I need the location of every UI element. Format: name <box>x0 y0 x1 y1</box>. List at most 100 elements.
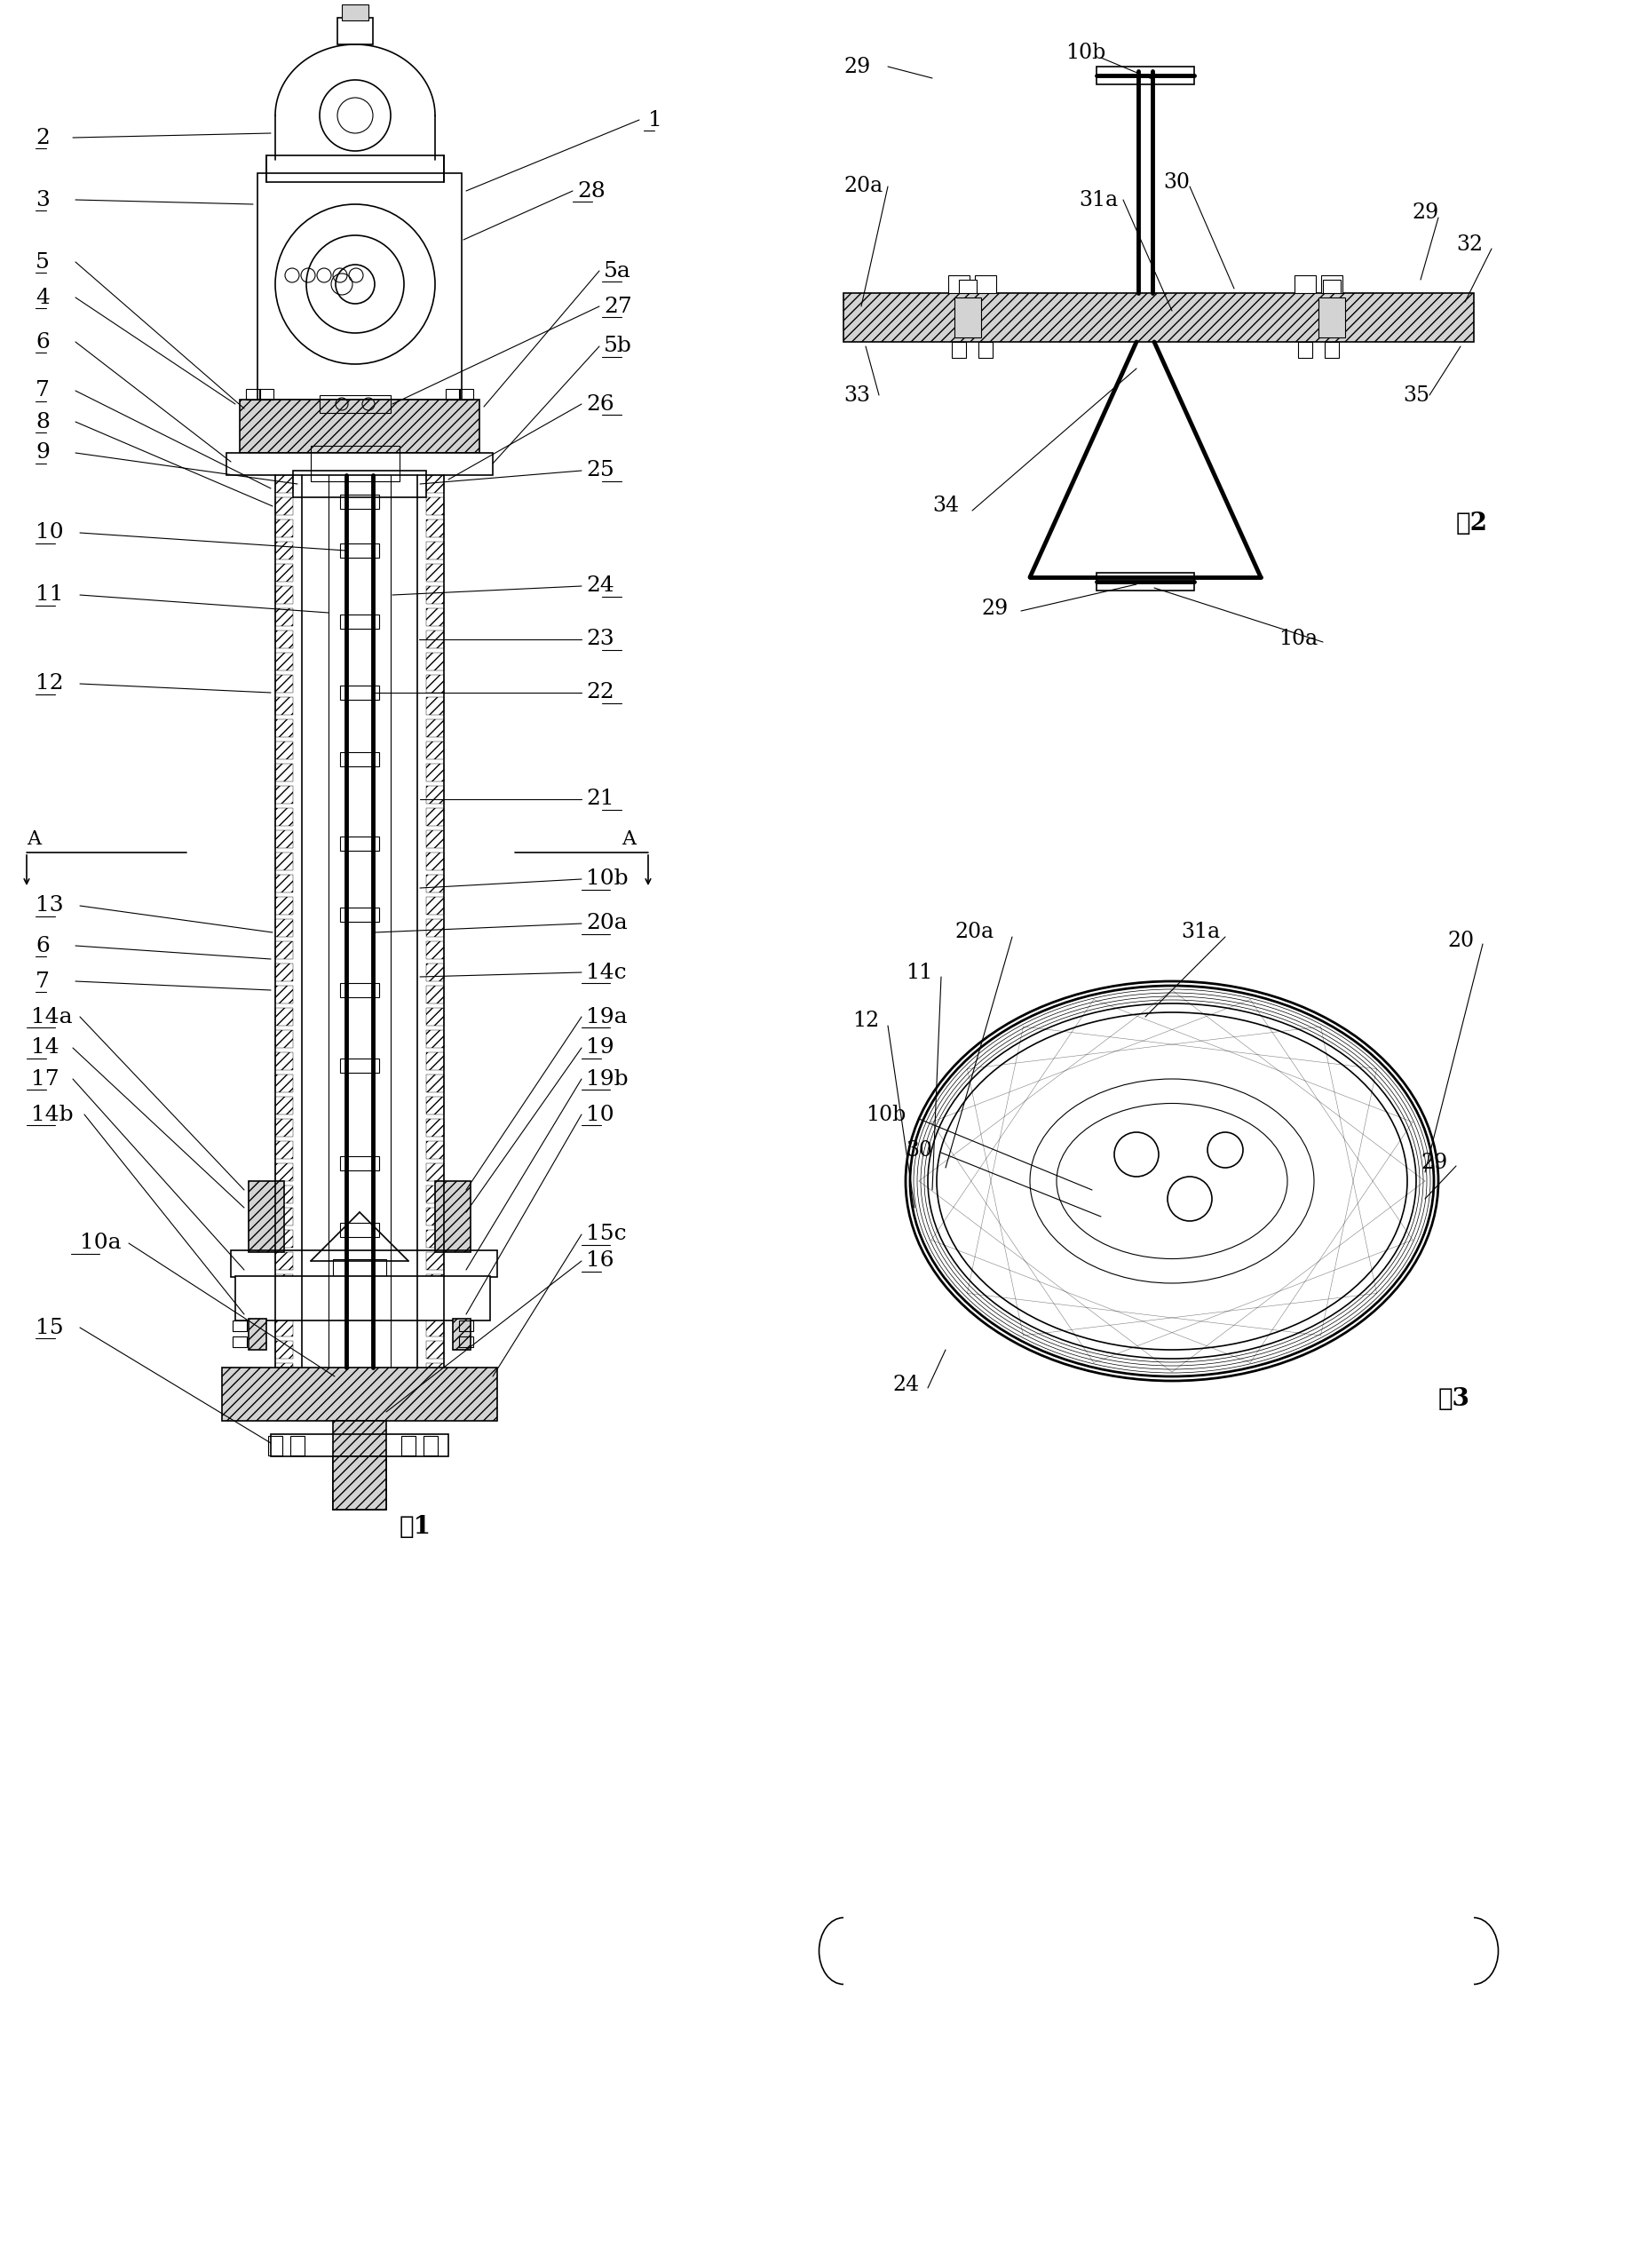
Bar <box>246 388 259 399</box>
Bar <box>1298 342 1313 358</box>
Text: 27: 27 <box>603 297 631 318</box>
Bar <box>276 542 294 560</box>
Bar <box>276 653 294 671</box>
Bar <box>271 1433 449 1456</box>
Bar <box>959 279 977 293</box>
Text: A: A <box>26 830 41 848</box>
Bar <box>426 1340 444 1359</box>
Text: 3: 3 <box>36 191 49 211</box>
Bar <box>426 1118 444 1136</box>
Bar <box>276 964 294 982</box>
Bar <box>458 1336 473 1347</box>
Bar <box>276 1186 294 1204</box>
Bar <box>276 1229 294 1247</box>
Bar <box>276 1075 294 1093</box>
Bar <box>948 274 969 293</box>
Text: 20a: 20a <box>586 914 628 934</box>
Bar <box>312 447 400 481</box>
Text: 23: 23 <box>586 628 615 649</box>
Text: 30: 30 <box>1163 172 1189 193</box>
Text: 图2: 图2 <box>1456 513 1487 535</box>
Bar <box>339 1157 378 1170</box>
Bar <box>276 1052 294 1070</box>
Bar <box>258 172 462 399</box>
Bar <box>975 274 997 293</box>
Bar <box>426 1318 444 1336</box>
Bar <box>290 1436 305 1456</box>
Text: 16: 16 <box>586 1250 613 1270</box>
Bar <box>276 1007 294 1025</box>
Bar <box>426 896 444 914</box>
Bar <box>339 685 378 701</box>
Bar <box>276 941 294 959</box>
Bar <box>294 472 426 497</box>
Text: 29: 29 <box>843 57 871 77</box>
Bar <box>339 1281 378 1295</box>
Bar <box>276 719 294 737</box>
Text: 29: 29 <box>1412 202 1439 222</box>
Bar <box>339 753 378 767</box>
Bar <box>426 565 444 581</box>
Text: 34: 34 <box>933 497 959 517</box>
Text: 22: 22 <box>586 683 615 703</box>
Text: 33: 33 <box>843 386 869 406</box>
Text: 20: 20 <box>1447 932 1474 953</box>
Bar <box>276 896 294 914</box>
Text: 13: 13 <box>36 896 64 916</box>
Bar <box>276 807 294 826</box>
Text: 10a: 10a <box>80 1234 121 1254</box>
Text: 31a: 31a <box>1078 191 1117 211</box>
Bar <box>426 1207 444 1225</box>
Bar <box>426 608 444 626</box>
Bar <box>426 1098 444 1114</box>
Bar <box>276 1207 294 1225</box>
Bar <box>339 1222 378 1236</box>
Bar <box>426 764 444 782</box>
Text: 32: 32 <box>1456 234 1483 254</box>
Bar <box>227 454 493 474</box>
Bar <box>276 565 294 581</box>
Text: 1: 1 <box>648 109 662 129</box>
Text: 10: 10 <box>36 522 64 542</box>
Bar <box>276 787 294 803</box>
Text: 19a: 19a <box>586 1007 628 1027</box>
Bar <box>276 608 294 626</box>
Text: 11: 11 <box>36 585 64 606</box>
Bar <box>426 631 444 649</box>
Circle shape <box>1168 1177 1212 1220</box>
Bar <box>426 787 444 803</box>
Bar <box>424 1436 437 1456</box>
Bar <box>843 293 1474 342</box>
Bar <box>426 696 444 714</box>
Text: 25: 25 <box>586 460 615 481</box>
Text: 12: 12 <box>36 674 64 694</box>
Bar <box>343 5 369 20</box>
Bar <box>426 1229 444 1247</box>
Bar <box>426 830 444 848</box>
Text: 7: 7 <box>36 381 49 401</box>
Text: 6: 6 <box>36 934 49 955</box>
Text: 31a: 31a <box>1181 923 1220 943</box>
Bar <box>426 519 444 538</box>
Bar <box>954 297 982 338</box>
Text: 21: 21 <box>586 789 613 810</box>
Text: 30: 30 <box>905 1141 933 1161</box>
Bar <box>979 342 993 358</box>
Text: 35: 35 <box>1403 386 1429 406</box>
Text: 5a: 5a <box>603 261 631 281</box>
Bar <box>426 1252 444 1270</box>
Text: 19: 19 <box>586 1039 613 1059</box>
Bar <box>339 982 378 998</box>
Bar <box>426 1075 444 1093</box>
Bar <box>333 1456 387 1510</box>
Text: 2: 2 <box>36 127 49 147</box>
Bar <box>276 875 294 894</box>
Text: 28: 28 <box>577 181 605 202</box>
Bar <box>276 1098 294 1114</box>
Bar <box>339 1059 378 1073</box>
Text: 10: 10 <box>586 1105 613 1125</box>
Bar <box>276 742 294 760</box>
Bar <box>453 1318 471 1349</box>
Bar <box>426 653 444 671</box>
Text: 5: 5 <box>36 252 49 272</box>
